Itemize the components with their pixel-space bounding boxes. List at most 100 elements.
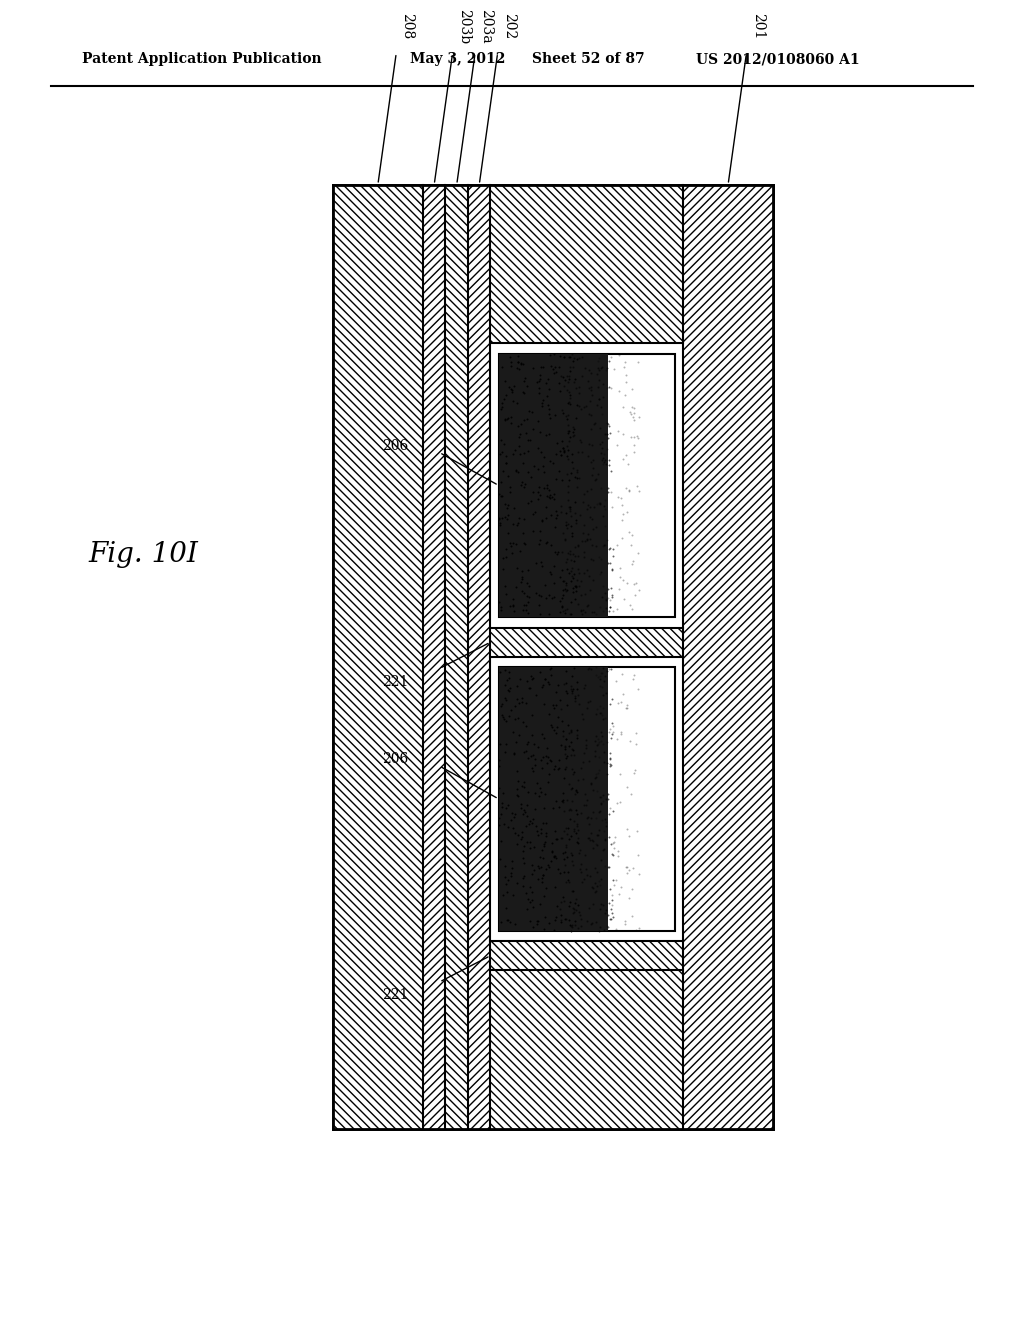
Point — [605, 833, 622, 854]
Point — [546, 343, 562, 364]
Point — [572, 803, 589, 824]
Point — [628, 733, 644, 754]
Text: 203a: 203a — [479, 9, 494, 44]
Point — [507, 709, 523, 730]
Point — [593, 869, 609, 890]
Point — [574, 531, 591, 552]
Point — [539, 859, 555, 880]
Point — [592, 669, 608, 690]
Point — [575, 768, 592, 789]
Point — [544, 487, 560, 508]
Point — [554, 400, 570, 421]
Point — [508, 459, 524, 480]
Point — [605, 358, 622, 379]
Point — [579, 789, 595, 810]
Point — [584, 807, 600, 828]
Bar — [490, 941, 683, 970]
Point — [529, 372, 546, 393]
Point — [563, 566, 580, 587]
Point — [503, 355, 519, 376]
Point — [505, 884, 521, 906]
Point — [539, 477, 555, 498]
Point — [529, 488, 546, 510]
Point — [535, 865, 551, 886]
Point — [600, 788, 616, 809]
Point — [519, 573, 536, 594]
Point — [595, 791, 611, 812]
Point — [506, 807, 522, 828]
Point — [547, 517, 563, 539]
Point — [528, 772, 545, 793]
Point — [498, 797, 514, 818]
Point — [591, 492, 607, 513]
Point — [559, 422, 575, 444]
Point — [546, 845, 562, 866]
Point — [569, 727, 586, 748]
Point — [521, 813, 538, 834]
Point — [566, 915, 583, 936]
Point — [612, 557, 629, 578]
Point — [492, 444, 508, 465]
Point — [521, 576, 538, 597]
Point — [588, 880, 604, 902]
Point — [548, 722, 564, 743]
Point — [593, 894, 609, 915]
Point — [596, 444, 612, 465]
Point — [588, 664, 604, 685]
Point — [597, 499, 613, 520]
Point — [593, 663, 609, 684]
Point — [490, 508, 507, 529]
Point — [629, 425, 645, 446]
Point — [500, 870, 516, 891]
Point — [557, 908, 573, 929]
Point — [554, 597, 570, 618]
Point — [564, 915, 581, 936]
Point — [570, 902, 587, 923]
Point — [524, 890, 541, 911]
Point — [541, 673, 557, 694]
Point — [504, 379, 520, 400]
Point — [521, 400, 538, 421]
Point — [553, 445, 569, 466]
Point — [624, 906, 640, 927]
Point — [500, 795, 516, 816]
Point — [609, 792, 626, 813]
Point — [562, 384, 579, 405]
Point — [503, 379, 519, 400]
Point — [530, 378, 547, 399]
Point — [590, 376, 606, 397]
Point — [545, 359, 561, 380]
Point — [584, 912, 600, 933]
Point — [516, 508, 532, 529]
Point — [577, 515, 593, 536]
Point — [550, 706, 566, 727]
Point — [556, 375, 572, 396]
Point — [493, 912, 509, 933]
Point — [570, 694, 587, 715]
Point — [572, 758, 589, 779]
Point — [598, 682, 614, 704]
Point — [535, 871, 551, 892]
Point — [602, 537, 618, 558]
Point — [623, 783, 639, 804]
Point — [535, 356, 551, 378]
Point — [566, 371, 583, 392]
Point — [561, 368, 578, 389]
Point — [563, 779, 580, 800]
Point — [525, 859, 542, 880]
Point — [514, 711, 530, 733]
Point — [554, 828, 570, 849]
Point — [597, 903, 613, 924]
Point — [517, 814, 534, 836]
Text: 208: 208 — [400, 13, 415, 40]
Point — [538, 822, 554, 843]
Point — [595, 374, 611, 395]
Point — [618, 862, 635, 883]
Point — [602, 754, 618, 775]
Point — [543, 750, 559, 771]
Point — [588, 516, 604, 537]
Point — [562, 603, 579, 624]
Point — [519, 441, 536, 462]
Point — [626, 397, 642, 418]
Point — [566, 902, 583, 923]
